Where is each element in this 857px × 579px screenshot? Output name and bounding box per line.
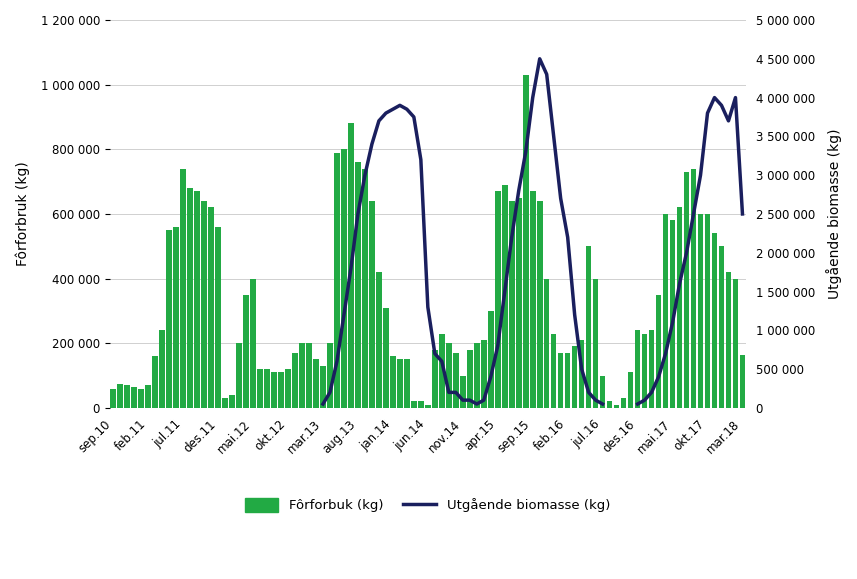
Bar bbox=[467, 350, 472, 408]
Bar bbox=[418, 401, 423, 408]
Bar bbox=[222, 398, 228, 408]
Bar bbox=[495, 191, 500, 408]
Bar bbox=[271, 372, 277, 408]
Bar bbox=[593, 278, 598, 408]
Bar bbox=[313, 360, 319, 408]
Bar bbox=[159, 330, 165, 408]
Bar bbox=[502, 185, 507, 408]
Bar bbox=[578, 340, 584, 408]
Bar bbox=[404, 360, 410, 408]
Bar bbox=[131, 387, 137, 408]
Bar bbox=[649, 330, 655, 408]
Bar bbox=[237, 343, 242, 408]
Bar bbox=[117, 384, 123, 408]
Bar bbox=[620, 398, 626, 408]
Bar bbox=[607, 401, 613, 408]
Bar bbox=[523, 75, 529, 408]
Bar bbox=[439, 334, 445, 408]
Bar bbox=[481, 340, 487, 408]
Bar bbox=[390, 356, 396, 408]
Bar bbox=[376, 272, 381, 408]
Bar bbox=[516, 198, 522, 408]
Bar bbox=[733, 278, 738, 408]
Bar bbox=[173, 227, 179, 408]
Bar bbox=[432, 350, 438, 408]
Bar bbox=[446, 343, 452, 408]
Bar bbox=[677, 207, 682, 408]
Bar bbox=[341, 149, 347, 408]
Bar bbox=[572, 346, 578, 408]
Bar bbox=[453, 353, 458, 408]
Bar bbox=[250, 278, 256, 408]
Bar bbox=[195, 191, 200, 408]
Bar bbox=[124, 385, 130, 408]
Bar bbox=[642, 334, 647, 408]
Bar bbox=[321, 366, 326, 408]
Bar bbox=[558, 353, 563, 408]
Bar bbox=[691, 168, 697, 408]
Bar bbox=[536, 201, 542, 408]
Bar bbox=[188, 188, 193, 408]
Bar bbox=[586, 246, 591, 408]
Y-axis label: Fôrforbruk (kg): Fôrforbruk (kg) bbox=[15, 162, 29, 266]
Bar bbox=[285, 369, 291, 408]
Bar bbox=[153, 356, 158, 408]
Bar bbox=[698, 214, 704, 408]
Legend: Fôrforbuk (kg), Utgående biomasse (kg): Fôrforbuk (kg), Utgående biomasse (kg) bbox=[240, 493, 615, 518]
Bar bbox=[327, 343, 333, 408]
Bar bbox=[257, 369, 263, 408]
Bar bbox=[138, 389, 144, 408]
Bar bbox=[111, 389, 116, 408]
Bar bbox=[544, 278, 549, 408]
Bar bbox=[306, 343, 312, 408]
Bar bbox=[264, 369, 270, 408]
Bar bbox=[628, 372, 633, 408]
Bar bbox=[292, 353, 297, 408]
Bar bbox=[348, 123, 354, 408]
Bar bbox=[670, 221, 675, 408]
Bar bbox=[215, 227, 221, 408]
Bar bbox=[704, 214, 710, 408]
Bar bbox=[146, 385, 151, 408]
Bar bbox=[166, 230, 172, 408]
Bar bbox=[180, 168, 186, 408]
Bar bbox=[509, 201, 514, 408]
Bar bbox=[411, 401, 417, 408]
Bar bbox=[530, 191, 536, 408]
Bar bbox=[369, 201, 375, 408]
Bar bbox=[299, 343, 305, 408]
Bar bbox=[355, 162, 361, 408]
Bar bbox=[740, 354, 746, 408]
Bar bbox=[488, 311, 494, 408]
Bar bbox=[711, 233, 717, 408]
Bar bbox=[460, 376, 465, 408]
Bar bbox=[208, 207, 214, 408]
Bar bbox=[279, 372, 284, 408]
Bar bbox=[425, 405, 430, 408]
Bar bbox=[334, 152, 339, 408]
Y-axis label: Utgående biomasse (kg): Utgående biomasse (kg) bbox=[826, 129, 842, 299]
Bar bbox=[726, 272, 731, 408]
Bar bbox=[614, 405, 620, 408]
Bar bbox=[551, 334, 556, 408]
Bar bbox=[363, 168, 368, 408]
Bar bbox=[474, 343, 480, 408]
Bar bbox=[719, 246, 724, 408]
Bar bbox=[656, 295, 662, 408]
Bar bbox=[201, 201, 207, 408]
Bar bbox=[662, 214, 668, 408]
Bar bbox=[243, 295, 249, 408]
Bar bbox=[684, 172, 689, 408]
Bar bbox=[230, 395, 235, 408]
Bar bbox=[397, 360, 403, 408]
Bar bbox=[600, 376, 605, 408]
Bar bbox=[565, 353, 571, 408]
Bar bbox=[383, 307, 389, 408]
Bar bbox=[635, 330, 640, 408]
